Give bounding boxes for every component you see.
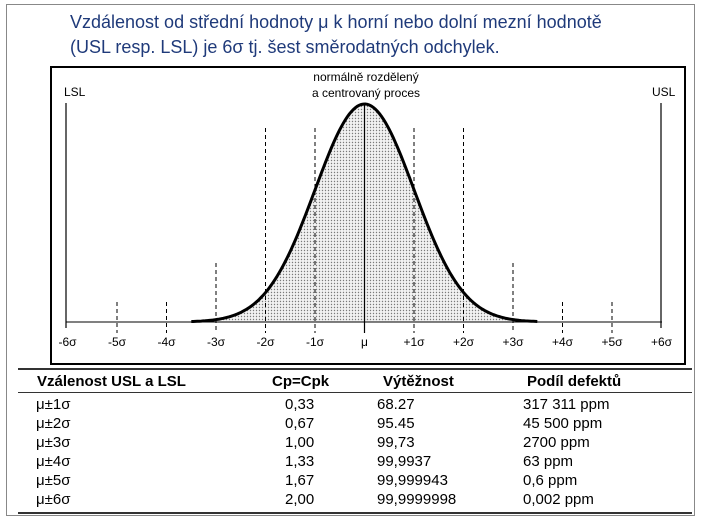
table-bottom-rule [18, 512, 692, 514]
tick-label-plus3: +3σ [502, 335, 524, 349]
cell-defects: 2700 ppm [523, 434, 590, 451]
tick-label-plus1: +1σ [403, 335, 425, 349]
cell-defects: 63 ppm [523, 453, 574, 470]
table-row: μ±1σ 0,33 68.27 317 311 ppm [0, 395, 704, 414]
tick-label-plus2: +2σ [453, 335, 475, 349]
title-line-2: (USL resp. LSL) je 6σ tj. šest směrodatn… [70, 37, 500, 57]
bell-curve-line [191, 102, 538, 323]
tick-label-minus2: -2σ [256, 335, 275, 349]
cell-distance: μ±5σ [36, 472, 71, 489]
cell-distance: μ±2σ [36, 415, 71, 432]
cell-cp-cpk: 0,67 [285, 415, 315, 432]
cell-distance: μ±6σ [36, 491, 71, 508]
capability-table: μ±1σ 0,33 68.27 317 311 ppm μ±2σ 0,67 95.45 45 … [0, 395, 704, 511]
cell-defects: 45 500 ppm [523, 415, 603, 432]
table-top-rule [18, 368, 692, 370]
cell-yield: 99,73 [377, 434, 415, 451]
cell-cp-cpk: 1,67 [285, 472, 315, 489]
sigma-dashed-lines [116, 128, 613, 333]
cell-cp-cpk: 0,33 [285, 396, 315, 413]
cell-yield: 99,9937 [377, 453, 432, 470]
header-defects: Podíl defektů [527, 373, 622, 390]
usl-label: USL [652, 85, 676, 99]
cell-cp-cpk: 2,00 [285, 491, 315, 508]
cell-defects: 0,002 ppm [523, 491, 594, 508]
tick-label-minus4: -4σ [157, 335, 176, 349]
table-row: μ±3σ 1,00 99,73 2700 ppm [0, 433, 704, 452]
tick-label-minus6: -6σ [58, 335, 77, 349]
table-row: μ±4σ 1,33 99,9937 63 ppm [0, 452, 704, 471]
header-yield: Výtěžnost [383, 373, 454, 390]
tick-label-minus5: -5σ [108, 335, 127, 349]
cell-yield: 99,9999998 [377, 491, 457, 508]
slide-title: Vzdálenost od střední hodnoty μ k horní … [70, 10, 690, 60]
tick-label-mu: μ [361, 335, 368, 349]
tick-label-minus1: -1σ [306, 335, 325, 349]
annotation-line-2: a centrovaný proces [312, 86, 420, 100]
cell-distance: μ±1σ [36, 396, 71, 413]
table-row: μ±5σ 1,67 99,999943 0,6 ppm [0, 471, 704, 490]
cell-yield: 68.27 [377, 396, 415, 413]
cell-cp-cpk: 1,33 [285, 453, 315, 470]
tick-label-plus5: +5σ [601, 335, 623, 349]
header-distance: Vzálenost USL a LSL [37, 373, 186, 390]
cell-defects: 0,6 ppm [523, 472, 578, 489]
slide-frame [6, 4, 695, 516]
annotation-line-1: normálně rozdělený [313, 70, 418, 84]
tick-label-plus6: +6σ [651, 335, 673, 349]
cell-cp-cpk: 1,00 [285, 434, 315, 451]
cell-yield: 99,999943 [377, 472, 448, 489]
table-row: μ±6σ 2,00 99,9999998 0,002 ppm [0, 490, 704, 509]
normal-distribution-diagram: LSL USL normálně rozdělený a centrovaný … [50, 66, 686, 365]
table-row: μ±2σ 0,67 95.45 45 500 ppm [0, 414, 704, 433]
title-line-1: Vzdálenost od střední hodnoty μ k horní … [70, 12, 602, 32]
sigma-tick-labels: -6σ -5σ -4σ -3σ -2σ -1σ μ +1σ +2σ +3σ +4σ +5σ +6σ [58, 335, 672, 349]
lsl-label: LSL [64, 85, 86, 99]
cell-yield: 95.45 [377, 415, 415, 432]
tick-label-plus4: +4σ [552, 335, 574, 349]
cell-distance: μ±3σ [36, 434, 71, 451]
table-header-rule [18, 392, 692, 393]
cell-distance: μ±4σ [36, 453, 71, 470]
header-cp-cpk: Cp=Cpk [272, 373, 330, 390]
tick-label-minus3: -3σ [207, 335, 226, 349]
cell-defects: 317 311 ppm [523, 396, 610, 413]
